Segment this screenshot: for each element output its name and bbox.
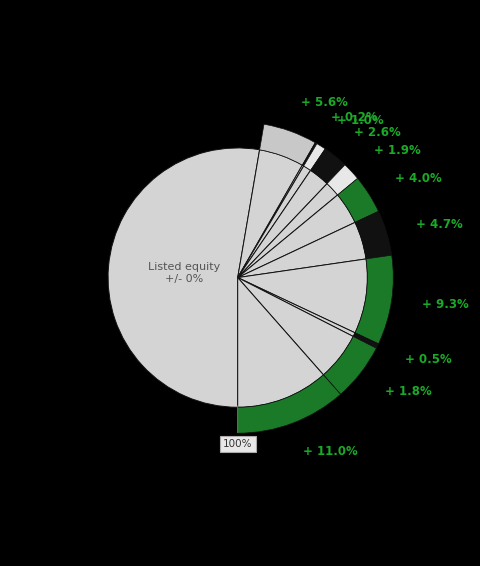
Text: + 0.5%: + 0.5% bbox=[405, 353, 451, 366]
Text: + 4.0%: + 4.0% bbox=[395, 171, 442, 185]
Wedge shape bbox=[238, 375, 341, 433]
Wedge shape bbox=[337, 178, 379, 222]
Text: + 9.3%: + 9.3% bbox=[421, 298, 468, 311]
Wedge shape bbox=[304, 144, 325, 170]
Wedge shape bbox=[238, 195, 355, 277]
Wedge shape bbox=[238, 170, 327, 277]
Wedge shape bbox=[324, 336, 376, 395]
Wedge shape bbox=[238, 165, 304, 277]
Wedge shape bbox=[353, 333, 379, 348]
Wedge shape bbox=[108, 148, 260, 408]
Wedge shape bbox=[302, 143, 317, 166]
Text: + 0.2%: + 0.2% bbox=[331, 110, 378, 123]
Wedge shape bbox=[238, 150, 302, 277]
Text: + 2.6%: + 2.6% bbox=[354, 126, 401, 139]
Text: + 1.0%: + 1.0% bbox=[337, 114, 384, 127]
Text: + 1.9%: + 1.9% bbox=[373, 144, 420, 157]
Wedge shape bbox=[355, 255, 393, 344]
Text: + 1.8%: + 1.8% bbox=[384, 385, 432, 398]
Wedge shape bbox=[238, 166, 311, 277]
Text: Listed equity
+/- 0%: Listed equity +/- 0% bbox=[148, 262, 220, 284]
Text: + 5.6%: + 5.6% bbox=[300, 96, 348, 109]
Wedge shape bbox=[238, 277, 353, 375]
Text: + 11.0%: + 11.0% bbox=[303, 445, 358, 458]
Wedge shape bbox=[238, 183, 337, 277]
Wedge shape bbox=[238, 277, 355, 336]
Wedge shape bbox=[238, 222, 366, 277]
Wedge shape bbox=[311, 149, 345, 183]
Wedge shape bbox=[238, 259, 367, 333]
Text: + 4.7%: + 4.7% bbox=[416, 217, 462, 230]
Text: 100%: 100% bbox=[223, 406, 252, 449]
Wedge shape bbox=[238, 277, 324, 408]
Wedge shape bbox=[260, 125, 315, 165]
Wedge shape bbox=[355, 211, 392, 259]
Wedge shape bbox=[327, 165, 358, 195]
